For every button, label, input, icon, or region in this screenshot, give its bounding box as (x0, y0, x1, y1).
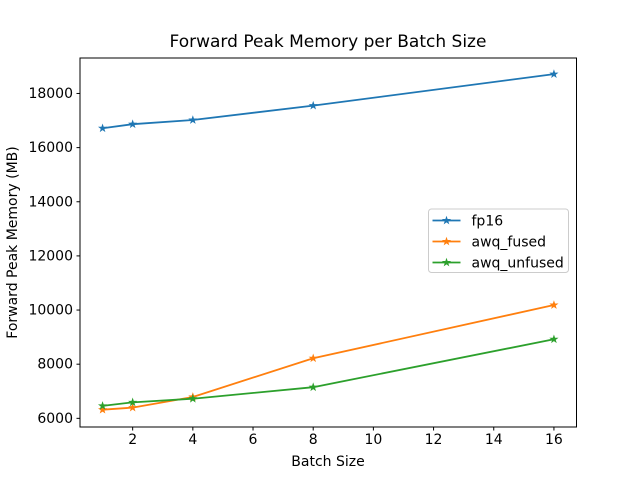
series-marker-awq_unfused (98, 401, 108, 410)
series-line-awq_unfused (102, 338, 555, 407)
x-tick-label: 4 (188, 432, 197, 448)
series-marker-awq_unfused (308, 382, 318, 392)
series-marker-awq_fused (98, 404, 108, 414)
series-line-awq_fused (102, 304, 555, 411)
y-tick-label: 10000 (28, 303, 73, 319)
x-axis-label: Batch Size (291, 454, 364, 470)
plot-frame (79, 57, 577, 428)
legend-marker-fp16 (441, 215, 452, 225)
series-marker-fp16 (128, 119, 138, 129)
x-tick-label: 8 (309, 432, 318, 448)
legend-box (428, 208, 569, 273)
legend-label-awq_unfused: awq_unfused (472, 256, 564, 272)
y-tick-label: 12000 (28, 248, 73, 264)
series-marker-fp16 (188, 115, 198, 124)
y-tick-label: 16000 (28, 140, 73, 156)
y-tick-label: 8000 (37, 357, 73, 373)
y-tick-label: 14000 (28, 194, 73, 210)
x-tick-label: 14 (485, 432, 503, 448)
legend-marker-awq_fused (441, 236, 452, 246)
series-line-fp16 (102, 73, 555, 130)
series-marker-awq_unfused (188, 393, 198, 403)
series-marker-fp16 (98, 123, 108, 133)
x-tick-label: 16 (545, 432, 563, 448)
series-marker-awq_fused (128, 402, 138, 412)
chart-title: Forward Peak Memory per Batch Size (170, 32, 487, 52)
series-marker-awq_fused (549, 300, 559, 309)
y-axis-label: Forward Peak Memory (MB) (5, 146, 21, 338)
series-marker-fp16 (308, 100, 318, 110)
series-marker-awq_unfused (549, 334, 559, 344)
x-tick-label: 12 (425, 432, 443, 448)
x-tick-label: 10 (364, 432, 382, 448)
series-marker-awq_unfused (128, 397, 138, 407)
y-tick-label: 6000 (37, 411, 73, 427)
series-marker-awq_fused (308, 353, 318, 363)
x-tick-label: 6 (249, 432, 258, 448)
y-tick-label: 18000 (28, 86, 73, 102)
series-marker-fp16 (549, 69, 559, 78)
legend-marker-awq_unfused (441, 257, 452, 267)
legend-label-fp16: fp16 (472, 214, 504, 230)
legend-label-awq_fused: awq_fused (472, 235, 547, 251)
plot-area: 2 4 6 8 10 12 14 16 6000 8000 10000 12000 14000 16000… (28, 57, 577, 448)
x-tick-label: 2 (128, 432, 137, 448)
